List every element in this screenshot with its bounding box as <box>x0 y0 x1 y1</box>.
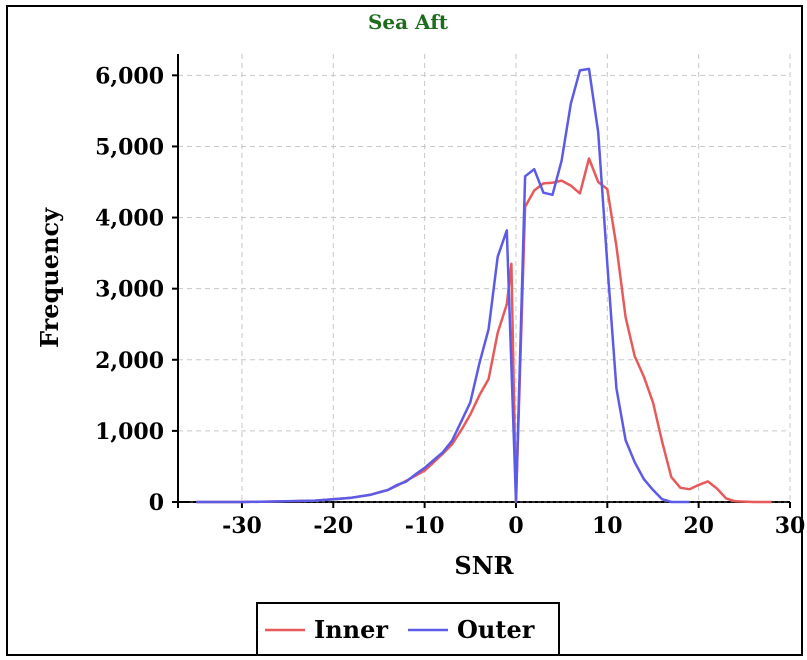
y-tick-label: 2,000 <box>95 348 164 374</box>
legend-inner-label: Inner <box>314 615 388 644</box>
x-tick-label: -30 <box>222 513 262 539</box>
x-tick-label: 30 <box>775 513 806 539</box>
x-tick-label: 20 <box>683 513 714 539</box>
x-tick-label: 0 <box>508 513 523 539</box>
series-layer <box>196 67 772 504</box>
y-tick-label: 3,000 <box>95 277 164 303</box>
y-tick-label: 1,000 <box>95 419 164 445</box>
axes: 0 1,000 2,000 3,000 4,000 5,000 6,000 -30 -20 -10… <box>95 54 805 539</box>
y-tick-label: 0 <box>149 490 164 516</box>
x-axis-label: SNR <box>454 551 514 580</box>
x-tick-label: -10 <box>405 513 445 539</box>
series-line-inner <box>196 157 772 504</box>
x-tick-label: -20 <box>313 513 353 539</box>
y-tick-label: 4,000 <box>95 206 164 232</box>
y-tick-label: 6,000 <box>95 63 164 89</box>
y-axis-label: Frequency <box>35 207 64 348</box>
x-tick-label: 10 <box>592 513 623 539</box>
chart-panel <box>6 5 803 656</box>
chart-title: Sea Aft <box>368 10 449 34</box>
legend-outer-label: Outer <box>457 615 535 644</box>
legend: Inner Outer <box>256 602 560 656</box>
series-line-outer <box>196 67 690 504</box>
grid <box>178 54 791 503</box>
y-tick-label: 5,000 <box>95 134 164 160</box>
